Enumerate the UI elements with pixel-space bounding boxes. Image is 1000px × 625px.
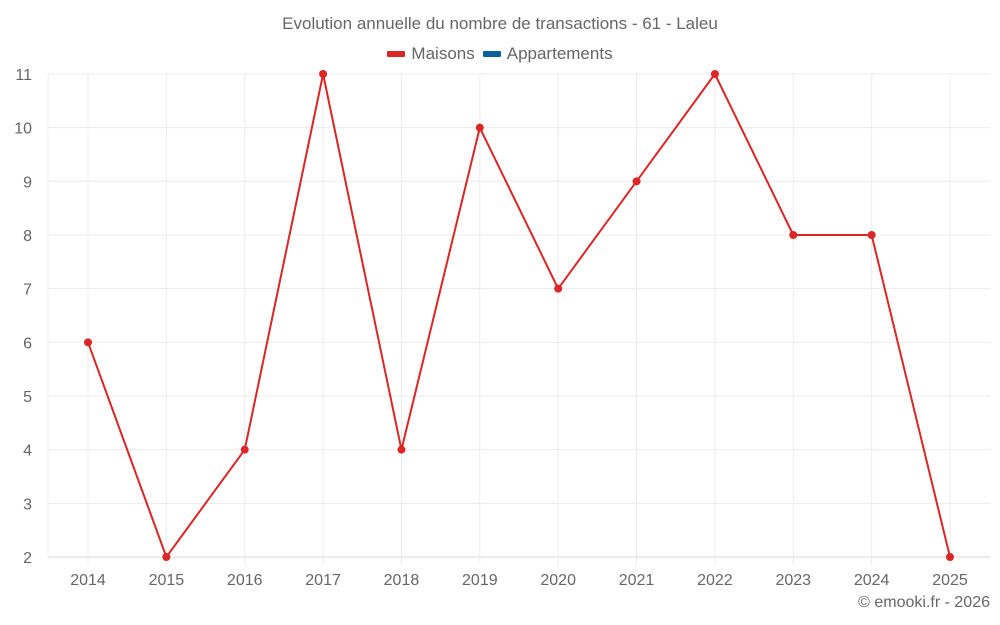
legend-label-appartements: Appartements	[506, 44, 613, 63]
y-tick-label: 6	[23, 335, 32, 352]
data-point[interactable]	[554, 284, 563, 293]
data-point[interactable]	[240, 445, 249, 454]
data-point[interactable]	[789, 231, 798, 239]
x-tick-label: 2020	[540, 572, 576, 589]
y-tick-label: 2	[23, 550, 32, 567]
x-tick-label: 2015	[149, 572, 185, 589]
data-point[interactable]	[319, 70, 328, 78]
data-point[interactable]	[397, 445, 406, 454]
x-tick-label: 2022	[697, 572, 733, 589]
data-point[interactable]	[632, 177, 641, 186]
legend-item-appartements[interactable]: Appartements	[482, 44, 613, 64]
x-tick-label: 2014	[70, 572, 106, 589]
chart-title: Evolution annuelle du nombre de transact…	[282, 14, 718, 33]
x-tick-label: 2018	[384, 572, 420, 589]
legend-label-maisons: Maisons	[411, 44, 475, 63]
data-point[interactable]	[475, 123, 484, 132]
y-tick-label: 9	[23, 174, 32, 191]
legend-item-maisons[interactable]: Maisons	[387, 44, 475, 64]
x-tick-label: 2023	[775, 572, 811, 589]
x-tick-label: 2019	[462, 572, 498, 589]
legend-swatch-maisons	[387, 51, 406, 57]
series-maisons	[84, 70, 954, 561]
data-point[interactable]	[867, 231, 876, 239]
x-axis: 2014 2015 2016 2017 2018 2019 2020 2021 2022 2023…	[70, 572, 968, 589]
data-point[interactable]	[162, 553, 171, 561]
data-point[interactable]	[84, 338, 92, 347]
grid-lines	[47, 73, 990, 565]
x-tick-label: 2024	[854, 572, 890, 589]
y-tick-label: 4	[23, 443, 32, 460]
y-tick-label: 10	[14, 121, 32, 138]
legend: Maisons Appartements	[0, 44, 1000, 64]
data-point[interactable]	[946, 553, 954, 561]
x-tick-label: 2025	[932, 572, 968, 589]
y-tick-label: 7	[23, 282, 32, 299]
data-point[interactable]	[710, 70, 719, 78]
x-tick-label: 2021	[619, 572, 655, 589]
y-tick-label: 5	[23, 389, 32, 406]
y-tick-label: 8	[23, 228, 32, 245]
x-tick-label: 2017	[305, 572, 341, 589]
legend-swatch-appartements	[482, 51, 501, 57]
x-tick-label: 2016	[227, 572, 263, 589]
credit-text: © emooki.fr - 2026	[858, 594, 990, 611]
y-axis: 2 3 4 5 6 7 8 9 10 11	[14, 67, 32, 567]
y-tick-label: 11	[15, 67, 32, 84]
y-tick-label: 3	[23, 496, 32, 513]
